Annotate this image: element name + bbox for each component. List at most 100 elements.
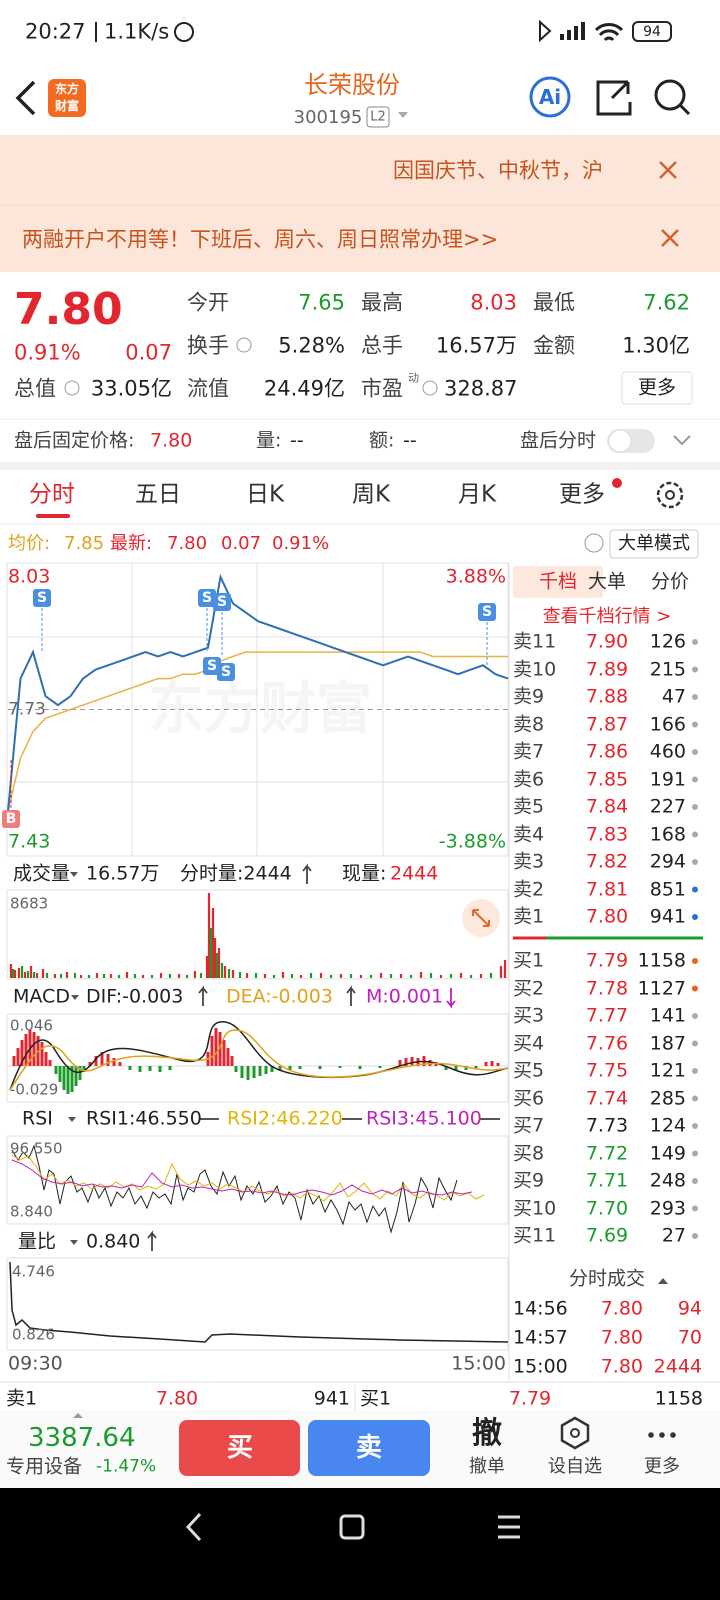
search-button[interactable] [654, 79, 686, 111]
level-volume: 294 [649, 850, 686, 873]
trade-time: 15:00 [513, 1355, 568, 1378]
level-volume: 191 [649, 768, 686, 790]
notice[interactable]: 因国庆节、中秋节，沪 [393, 158, 603, 183]
label: DEA:-0.003 [226, 985, 333, 1008]
nav-back[interactable] [185, 1512, 202, 1542]
book-tab[interactable]: 大单 [587, 570, 627, 593]
level-label: 卖8 [513, 713, 545, 735]
nav-home[interactable] [339, 1514, 365, 1540]
trade-time: 14:57 [513, 1326, 568, 1349]
indicator-selector[interactable]: 成交量 [13, 862, 71, 885]
level-label: 卖4 [513, 823, 545, 845]
mode-button[interactable] [609, 529, 699, 559]
field-value: 328.87 [444, 376, 518, 401]
bluetooth-icon [539, 19, 552, 43]
macd-bars [12, 1028, 500, 1066]
ai-button[interactable] [529, 76, 571, 118]
trend-arrow [147, 863, 356, 1251]
label: RSI1:46.550 [86, 1107, 202, 1130]
fixed-price: 7.80 [150, 429, 193, 452]
level-volume: 149 [649, 1142, 686, 1164]
indicator-selector[interactable]: MACD [13, 985, 70, 1008]
field-value: 7.65 [298, 290, 345, 315]
notice[interactable]: 两融开户不用等！下班后、周六、周日照常办理>> [22, 227, 499, 252]
tab[interactable]: 周K [351, 481, 391, 508]
level-volume: 187 [649, 1032, 686, 1054]
logo-text: 东方 [54, 82, 80, 96]
buy-button[interactable] [179, 1420, 300, 1476]
level-dot [692, 1233, 698, 1239]
more-button[interactable] [621, 371, 693, 405]
level-dot [692, 1068, 698, 1074]
last-price: 7.80 [14, 284, 123, 335]
tab[interactable]: 日K [245, 481, 285, 508]
more-button[interactable]: 更多 [637, 376, 677, 399]
label: 09:30 [8, 1352, 63, 1375]
battery-icon [632, 21, 672, 42]
label: DIF:-0.003 [86, 985, 184, 1008]
book-tab[interactable]: 分价 [650, 570, 690, 593]
trade-volume: 2444 [653, 1355, 702, 1378]
indicator-selector[interactable]: 量比 [18, 1230, 57, 1253]
level-volume: 460 [649, 740, 686, 763]
stock-code: 300195 [293, 107, 363, 128]
level-label: 卖5 [513, 795, 545, 818]
book-link[interactable]: 查看千档行情 > [542, 606, 672, 627]
trades-title: 分时成交 [568, 1267, 646, 1290]
level-dot [692, 1040, 698, 1047]
label: 941 [313, 1387, 350, 1410]
label: -0.029 [10, 1080, 59, 1099]
last: 7.80 [167, 533, 208, 554]
sell-button[interactable] [308, 1420, 430, 1476]
cancel-icon[interactable]: 撤 [472, 1416, 502, 1451]
close-button[interactable] [659, 161, 679, 247]
expand-icon [73, 1413, 83, 1418]
sell-label[interactable]: 卖 [355, 1433, 383, 1463]
expand-icon[interactable] [673, 435, 691, 446]
nav-bar [0, 1488, 720, 1600]
more-icon[interactable] [648, 1432, 654, 1438]
watchlist-icon [570, 1428, 580, 1438]
book-tab[interactable]: 千档 [538, 570, 578, 593]
level-dot [692, 1095, 698, 1102]
toggle-knob [608, 429, 632, 453]
label: 卖1 [6, 1387, 38, 1410]
level-price: 7.71 [585, 1169, 629, 1192]
tab[interactable]: 五日 [135, 481, 181, 508]
volume-ratio-line [9, 1261, 509, 1343]
tab[interactable]: 月K [457, 481, 497, 508]
label[interactable]: 设自选 [548, 1456, 602, 1477]
level-label: 买1 [513, 949, 545, 972]
level-dot [692, 639, 698, 645]
change-pct: 0.91% [14, 340, 81, 365]
level-dot [692, 985, 698, 992]
nav-menu[interactable] [498, 1515, 520, 1539]
back-button[interactable] [15, 80, 36, 116]
buy-marker: B [5, 811, 17, 827]
label: 最新: [110, 533, 153, 554]
share-button[interactable] [596, 80, 632, 116]
level-dot [692, 859, 698, 865]
trade-price: 7.80 [600, 1326, 643, 1349]
level-price: 7.78 [585, 977, 629, 999]
level-label: 买6 [513, 1087, 545, 1109]
ai-label[interactable]: Ai [538, 85, 562, 109]
dots [692, 639, 698, 1239]
watchlist-icon[interactable] [560, 1416, 590, 1450]
buy-label[interactable]: 买 [226, 1433, 254, 1463]
tab[interactable]: 更多 [559, 481, 605, 508]
level-price: 7.85 [585, 768, 629, 790]
tab[interactable]: 分时 [29, 481, 75, 508]
mode-button[interactable]: 大单模式 [618, 533, 690, 554]
label: 买1 [360, 1387, 392, 1410]
field-value: 16.57万 [435, 333, 517, 358]
label[interactable]: 更多 [644, 1456, 680, 1477]
wifi-icon [594, 23, 624, 42]
level-volume: 248 [649, 1169, 686, 1192]
settings-button[interactable] [656, 481, 684, 509]
label: 8.840 [10, 1202, 53, 1221]
trend-arrow [446, 988, 456, 1009]
help-icon[interactable] [584, 533, 604, 553]
level-dot [692, 1123, 698, 1129]
indicator-selector[interactable]: RSI [22, 1107, 53, 1130]
